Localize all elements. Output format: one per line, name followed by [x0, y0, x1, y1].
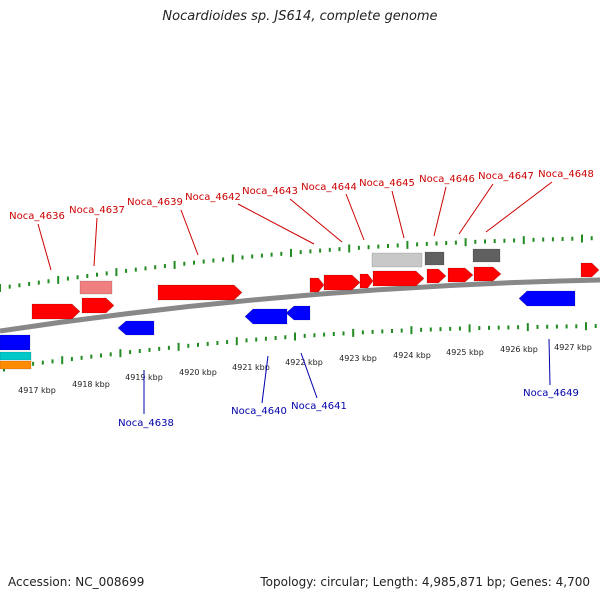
- gene-box-other: [424, 251, 445, 266]
- label-leader-line: [237, 203, 315, 245]
- topology-summary: Topology: circular; Length: 4,985,871 bp…: [260, 575, 590, 589]
- gene-arrow-forward: [473, 266, 502, 282]
- gene-box-other: [472, 248, 501, 263]
- gene-label-forward: Noca_4647: [478, 171, 534, 182]
- gene-box-pseudogene: [79, 280, 113, 295]
- gene-arrow-reverse: [117, 320, 155, 336]
- gene-arrow-forward: [309, 277, 325, 293]
- gene-arrow-reverse: [244, 308, 288, 325]
- gene-label-forward: Noca_4639: [127, 197, 183, 208]
- label-leader-line: [300, 352, 318, 399]
- gene-label-forward: Noca_4648: [538, 169, 594, 180]
- label-leader-line: [93, 217, 98, 267]
- scale-label: 4920 kbp: [179, 368, 217, 377]
- gene-box-rna: [371, 252, 423, 268]
- gene-arrow-forward: [426, 268, 447, 284]
- gene-label-forward: Noca_4637: [69, 205, 125, 216]
- label-leader-line: [391, 190, 405, 239]
- gene-arrow-forward: [447, 267, 474, 283]
- label-leader-line: [180, 209, 199, 256]
- scale-label: 4924 kbp: [393, 351, 431, 360]
- gene-label-forward: Noca_4643: [242, 186, 298, 197]
- gene-box-cyan: [0, 351, 32, 361]
- scale-label: 4918 kbp: [72, 380, 110, 389]
- scale-label: 4917 kbp: [18, 386, 56, 395]
- gene-label-reverse: Noca_4638: [118, 418, 174, 429]
- label-leader-line: [548, 338, 551, 386]
- label-leader-line: [485, 181, 553, 233]
- gene-arrow-forward: [580, 262, 600, 278]
- gene-label-reverse: Noca_4649: [523, 388, 579, 399]
- scale-label: 4923 kbp: [339, 354, 377, 363]
- gene-arrow-forward: [359, 273, 374, 289]
- accession-text: Accession: NC_008699: [8, 575, 145, 589]
- gene-arrow-forward: [372, 270, 425, 287]
- gene-box-orange: [0, 360, 32, 370]
- gene-arrow-reverse: [518, 290, 576, 307]
- gene-arrow-reverse: [285, 305, 311, 321]
- label-leader-line: [458, 183, 494, 235]
- gene-label-forward: Noca_4636: [9, 211, 65, 222]
- gene-arrow-forward: [323, 274, 361, 291]
- gene-label-forward: Noca_4645: [359, 178, 415, 189]
- gene-label-reverse: Noca_4641: [291, 401, 347, 412]
- genome-backbone: [0, 277, 600, 334]
- gene-arrow-forward: [157, 284, 243, 301]
- label-leader-line: [261, 355, 269, 404]
- label-leader-line: [289, 198, 343, 243]
- gene-label-reverse: Noca_4640: [231, 406, 287, 417]
- scale-label: 4925 kbp: [446, 348, 484, 357]
- inner-tick-row: [3, 322, 597, 372]
- gene-arrow-forward: [81, 297, 115, 314]
- scale-label: 4927 kbp: [554, 343, 592, 352]
- gene-arrow-reverse: [0, 334, 31, 351]
- gene-label-forward: Noca_4646: [419, 174, 475, 185]
- map-title: Nocardioides sp. JS614, complete genome: [162, 9, 438, 24]
- label-leader-line: [37, 223, 52, 271]
- scale-label: 4926 kbp: [500, 345, 538, 354]
- gene-arrow-forward: [31, 303, 81, 320]
- gene-label-forward: Noca_4642: [185, 192, 241, 203]
- gene-label-forward: Noca_4644: [301, 182, 357, 193]
- scale-label: 4921 kbp: [232, 363, 270, 372]
- outer-tick-row: [0, 234, 593, 292]
- label-leader-line: [345, 193, 365, 241]
- label-leader-line: [433, 186, 447, 237]
